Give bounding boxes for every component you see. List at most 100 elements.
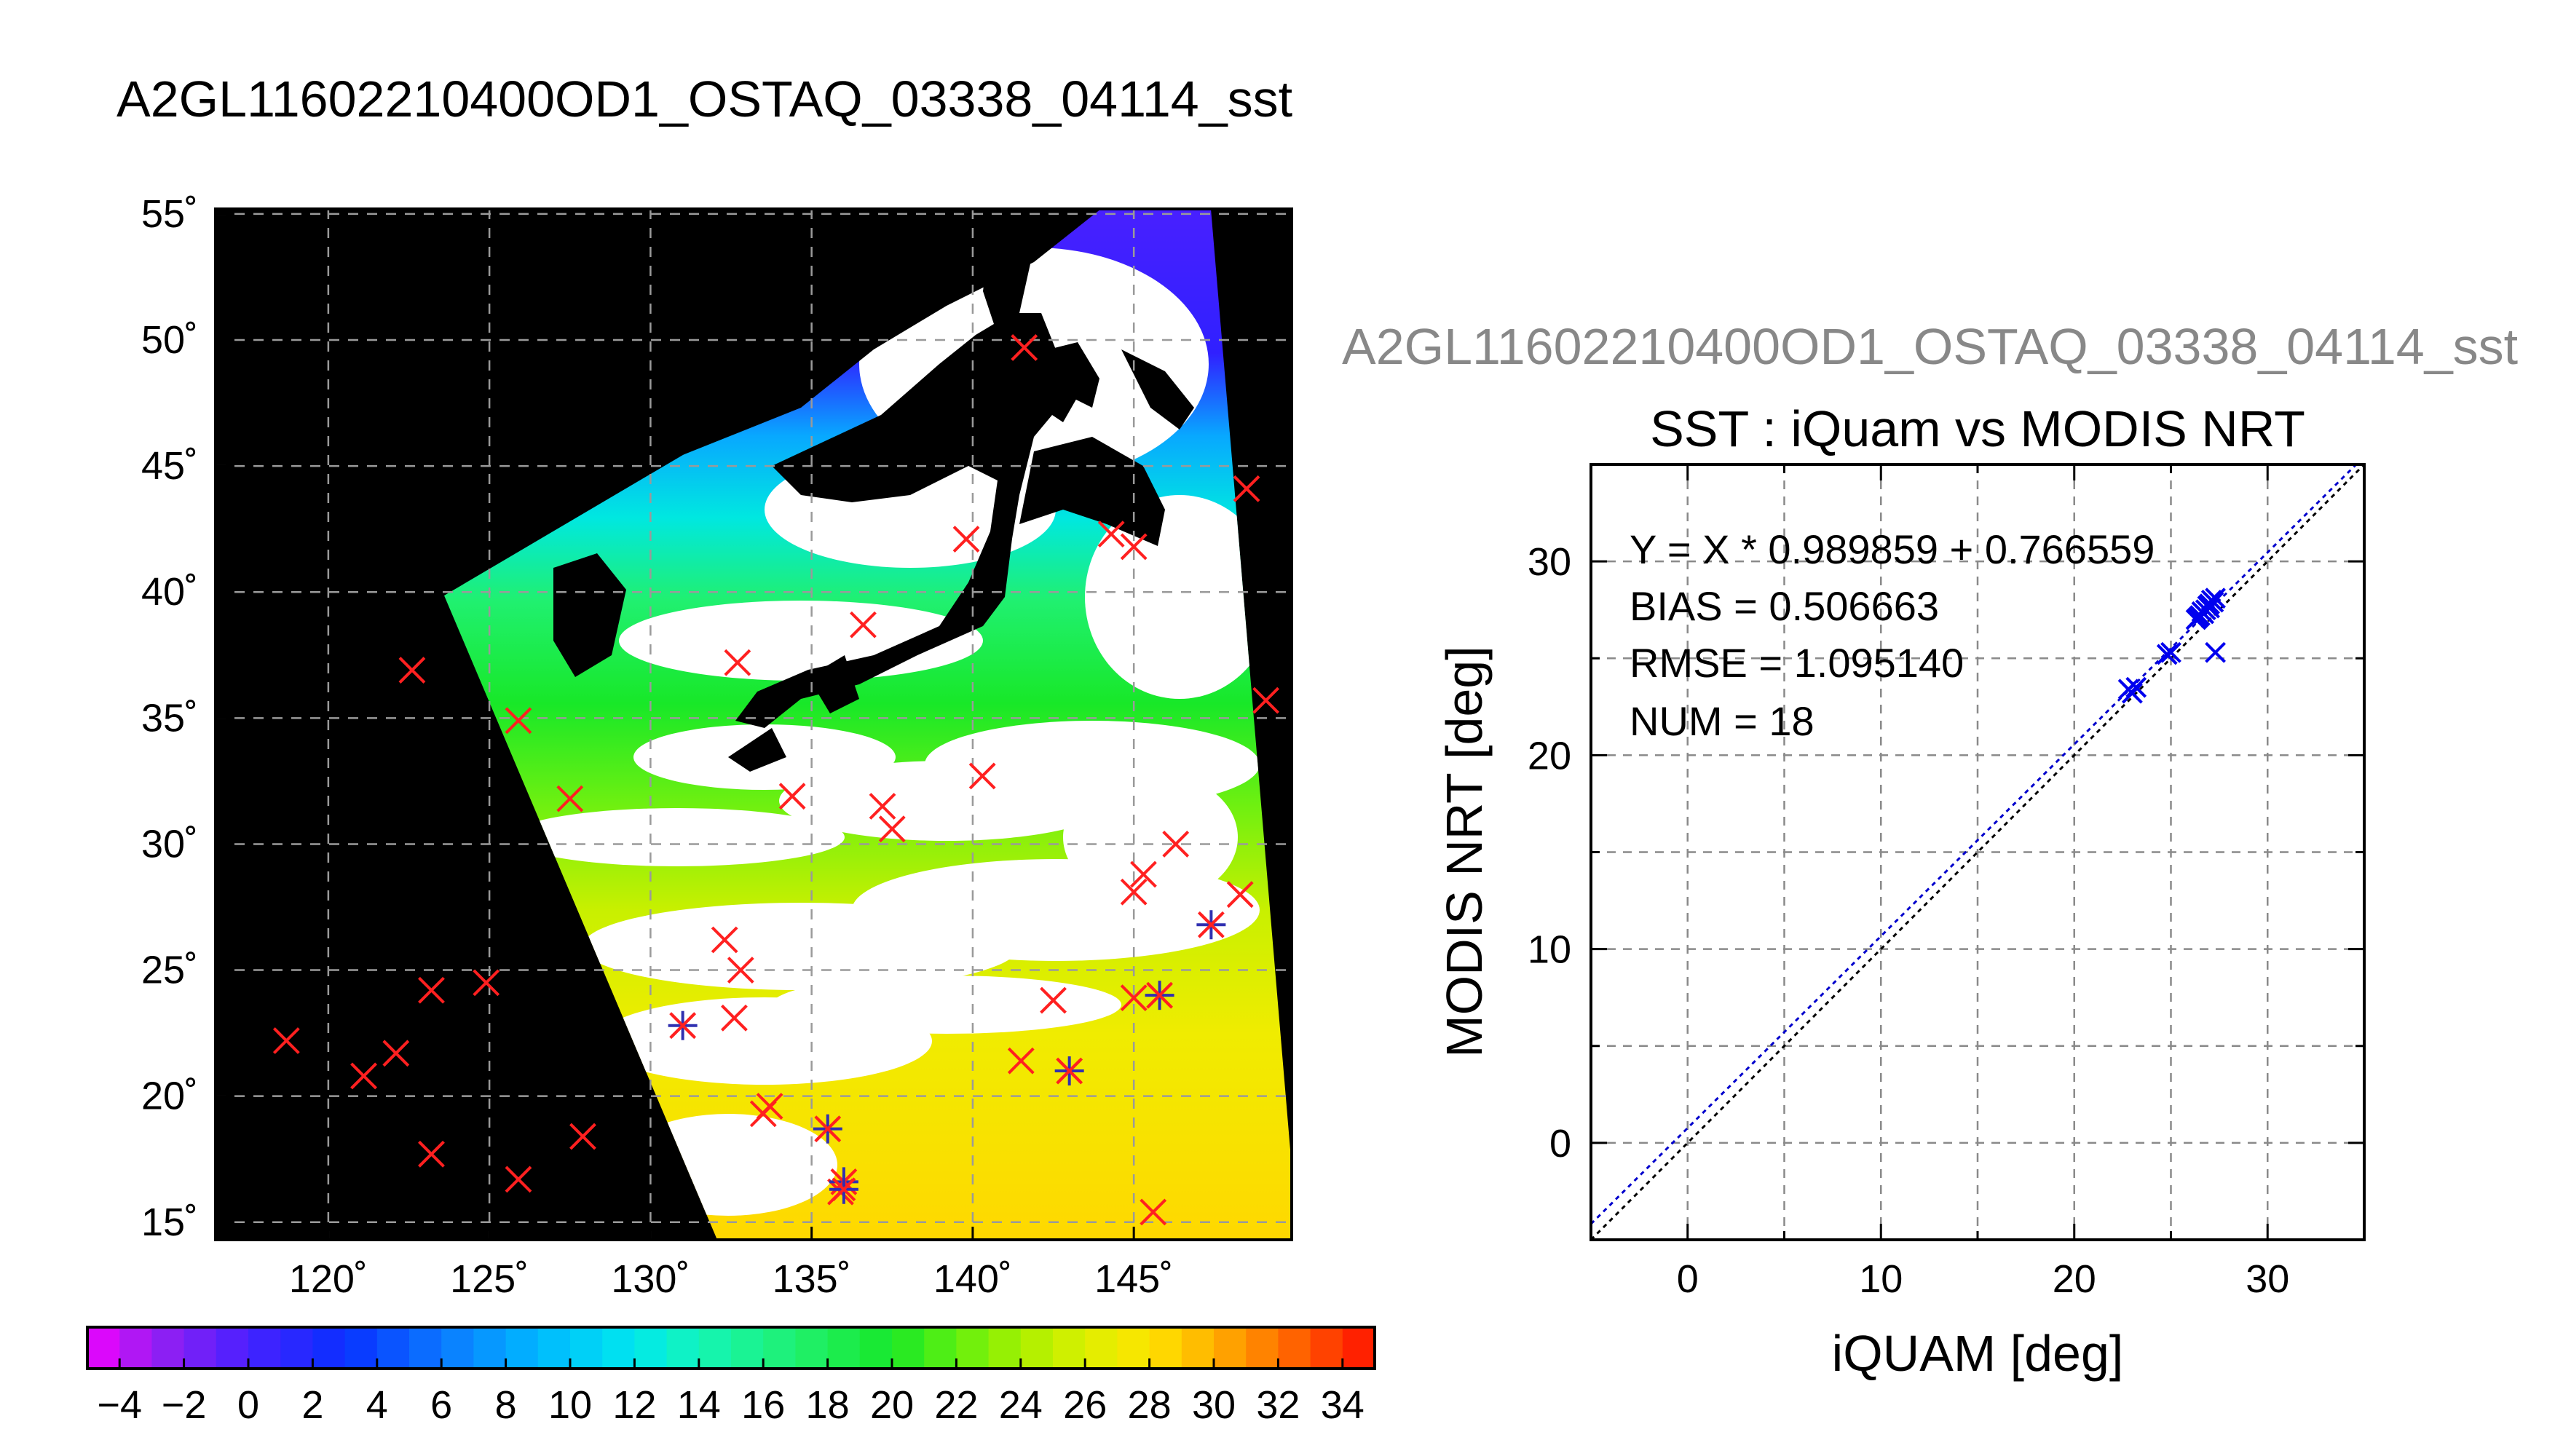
- colorbar-cell: [795, 1327, 829, 1369]
- colorbar-cell: [570, 1327, 603, 1369]
- colorbar-cell: [666, 1327, 700, 1369]
- iquam-marker: [1120, 533, 1148, 561]
- colorbar-tick-label: 4: [366, 1383, 388, 1427]
- colorbar-cell: [537, 1327, 571, 1369]
- scatter-point: [2125, 676, 2147, 698]
- colorbar-cell: [473, 1327, 507, 1369]
- map-title: A2GL11602210400OD1_OSTAQ_03338_04114_sst: [117, 71, 1292, 127]
- matchup-marker: [1054, 1056, 1084, 1086]
- map-lat-label: 20˚: [141, 1075, 198, 1118]
- colorbar-tick-label: −4: [97, 1383, 142, 1427]
- colorbar-tick-label: 30: [1192, 1383, 1236, 1427]
- colorbar-cell: [698, 1327, 732, 1369]
- stat-fit-equation: Y = X * 0.989859 + 0.766559: [1630, 526, 2155, 572]
- iquam-marker: [869, 793, 896, 820]
- iquam-marker: [1140, 1198, 1167, 1226]
- colorbar-tick-label: 28: [1128, 1383, 1172, 1427]
- scatter-points: [2117, 587, 2226, 704]
- scatter-point: [2205, 587, 2226, 609]
- colorbar-cell: [1342, 1327, 1375, 1369]
- map-lat-label: 50˚: [141, 318, 198, 362]
- colorbar-cell: [151, 1327, 185, 1369]
- colorbar-tick-label: 24: [999, 1383, 1043, 1427]
- scatter-xtick-label: 0: [1677, 1257, 1699, 1301]
- iquam-marker: [382, 1040, 410, 1067]
- iquam-marker: [398, 657, 426, 684]
- colorbar-tick-label: 8: [495, 1383, 517, 1427]
- colorbar-frame: [86, 1326, 1376, 1370]
- map-lon-label: 120˚: [289, 1257, 368, 1301]
- iquam-marker: [1233, 475, 1260, 502]
- scatter-plot: 0 10 20 30 0 10 20 30 Y = X * 0.989859 + 0.7665…: [1436, 463, 2366, 1382]
- iquam-marker: [1130, 860, 1157, 888]
- colorbar-tick-label: 16: [741, 1383, 785, 1427]
- map-lat-label: 25˚: [141, 949, 198, 992]
- colorbar-ticks: −4 −2 0 2 4 6 8 10 12 14 16 18 20 22 24 26 28 30 32 34: [97, 1358, 1365, 1427]
- map-lon-label: 125˚: [450, 1257, 529, 1301]
- colorbar-cell: [731, 1327, 764, 1369]
- map-lon-label: 130˚: [611, 1257, 690, 1301]
- colorbar-cell: [1117, 1327, 1150, 1369]
- map-lat-label: 35˚: [141, 696, 198, 740]
- scatter-ticks: 0 10 20 30 0 10 20 30: [1528, 463, 2366, 1301]
- map-markers: [272, 334, 1280, 1226]
- colorbar-cell: [1278, 1327, 1311, 1369]
- colorbar-tick-label: 0: [237, 1383, 259, 1427]
- iquam-marker: [727, 957, 754, 984]
- iquam-marker: [418, 1140, 445, 1168]
- scatter-xtick-label: 30: [2246, 1257, 2289, 1301]
- iquam-marker: [721, 1004, 748, 1032]
- scatter-ytick-label: 10: [1528, 928, 1571, 972]
- colorbar-cell: [1085, 1327, 1118, 1369]
- cloud-cover: [510, 248, 1274, 1216]
- land: [216, 209, 1194, 772]
- map-lat-label: 30˚: [141, 822, 198, 866]
- colorbar-cell: [216, 1327, 249, 1369]
- colorbar-cell: [344, 1327, 378, 1369]
- colorbar-cell: [827, 1327, 861, 1369]
- scatter-ytick-label: 0: [1549, 1122, 1571, 1166]
- iquam-marker: [1252, 687, 1280, 714]
- colorbar-cell: [409, 1327, 442, 1369]
- matchup-marker: [829, 1174, 858, 1204]
- map-lon-label: 135˚: [773, 1257, 851, 1301]
- colorbar-cell: [602, 1327, 635, 1369]
- scatter-point: [2199, 597, 2221, 619]
- colorbar-cell: [892, 1327, 925, 1369]
- iquam-marker: [1120, 878, 1148, 906]
- scatter-title: SST : iQuam vs MODIS NRT: [1650, 400, 2305, 457]
- scatter-ytick-label: 30: [1528, 540, 1571, 584]
- iquam-marker: [1097, 521, 1125, 548]
- sst-map: 120˚ 125˚ 130˚ 135˚ 140˚ 145˚ 15˚ 20˚ 25˚ 30˚ 35˚ 4…: [141, 192, 1293, 1301]
- colorbar-cell: [1020, 1327, 1054, 1369]
- iquam-marker: [1011, 334, 1038, 361]
- colorbar-cell: [119, 1327, 152, 1369]
- colorbar-tick-label: 12: [612, 1383, 656, 1427]
- iquam-marker: [724, 649, 751, 676]
- matchup-marker: [1145, 981, 1174, 1010]
- scatter-ytick-label: 20: [1528, 734, 1571, 778]
- map-lat-label: 15˚: [141, 1200, 198, 1244]
- iquam-marker: [505, 707, 532, 735]
- colorbar-cell: [988, 1327, 1022, 1369]
- colorbar-tick-label: 10: [548, 1383, 592, 1427]
- colorbar-cell: [441, 1327, 474, 1369]
- iquam-marker: [272, 1027, 300, 1054]
- iquam-marker: [350, 1062, 377, 1090]
- colorbar-cell: [859, 1327, 893, 1369]
- scatter-ylabel: MODIS NRT [deg]: [1436, 646, 1493, 1057]
- colorbar-tick-label: 34: [1321, 1383, 1365, 1427]
- colorbar-tick-label: 26: [1063, 1383, 1107, 1427]
- colorbar-cell: [183, 1327, 217, 1369]
- scatter-xlabel: iQUAM [deg]: [1832, 1325, 2124, 1382]
- colorbar-tick-label: 14: [677, 1383, 721, 1427]
- colorbar-cell: [312, 1327, 346, 1369]
- iquam-marker: [556, 785, 584, 812]
- iquam-marker: [473, 969, 500, 997]
- iquam-marker: [1162, 831, 1190, 858]
- colorbar-cells: [87, 1327, 1375, 1369]
- matchup-marker: [1196, 910, 1226, 940]
- stat-num: NUM = 18: [1630, 698, 1814, 744]
- scatter-stats: Y = X * 0.989859 + 0.766559 BIAS = 0.506…: [1630, 526, 2155, 744]
- colorbar-cell: [87, 1327, 120, 1369]
